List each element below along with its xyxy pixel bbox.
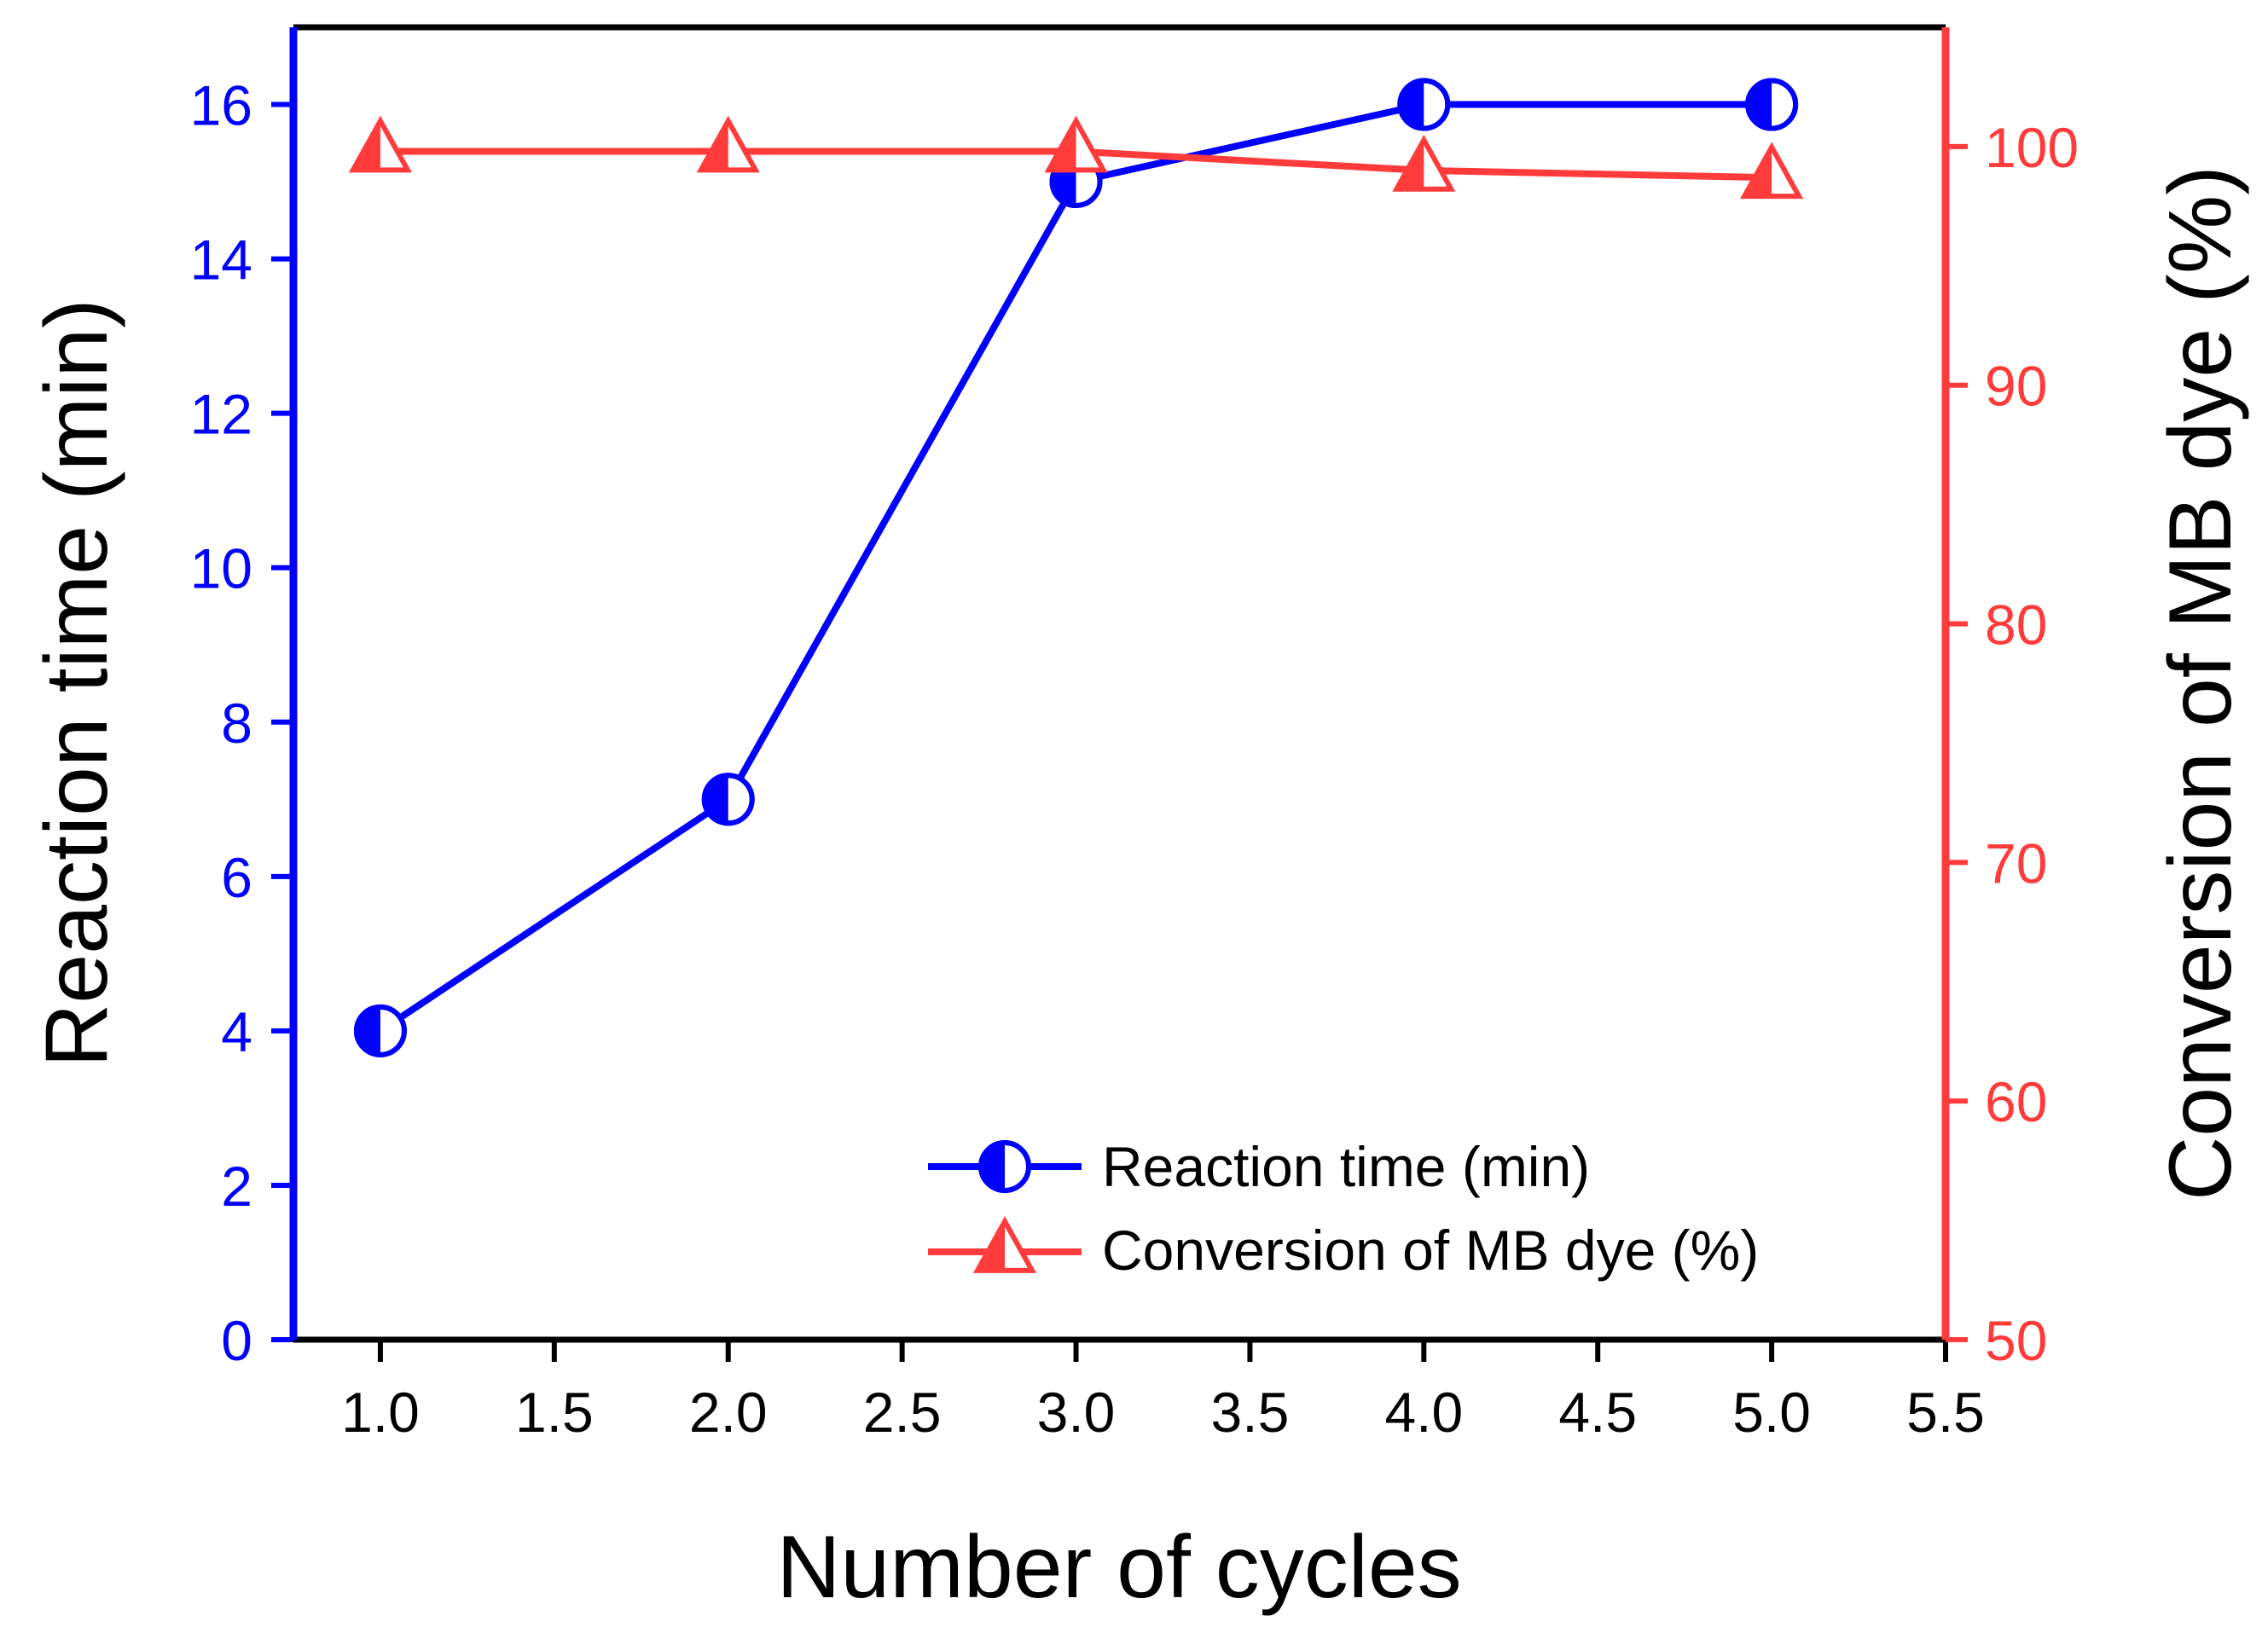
x-tick-label: 2.5 (863, 1381, 942, 1444)
left-y-tick-label: 6 (221, 846, 252, 909)
x-tick-label: 5.5 (1906, 1381, 1985, 1444)
x-tick-label: 1.5 (515, 1381, 594, 1444)
x-axis-ticks: 1.0 1.5 2.0 2.5 3.0 3.5 4.0 4.5 5.0 5.5 (341, 1340, 1985, 1444)
x-axis-title: Number of cycles (776, 1518, 1461, 1617)
x-tick-label: 3.5 (1211, 1381, 1290, 1444)
right-y-tick-label: 70 (1985, 831, 2047, 895)
left-y-axis-ticks: 0 2 4 6 8 10 12 14 16 (190, 74, 293, 1372)
right-y-tick-label: 50 (1985, 1309, 2047, 1372)
right-y-tick-label: 90 (1985, 355, 2047, 418)
legend-symbol-reaction-time (928, 1140, 1082, 1193)
data-point-marker (1044, 115, 1108, 173)
right-y-tick-label: 60 (1985, 1070, 2047, 1133)
left-y-tick-label: 10 (190, 537, 252, 600)
right-y-axis-title: Conversion of MB dye (%) (2151, 165, 2250, 1201)
legend-marker (978, 1140, 1031, 1193)
left-y-tick-label: 16 (190, 74, 252, 137)
data-point-marker (348, 115, 413, 173)
series-layer (348, 78, 1804, 1057)
x-tick-label: 5.0 (1732, 1381, 1811, 1444)
data-point-marker (1745, 78, 1799, 131)
left-y-tick-label: 8 (221, 692, 252, 755)
legend-symbol-conversion (928, 1216, 1082, 1273)
data-point-marker (1392, 135, 1456, 192)
legend-label-conversion: Conversion of MB dye (%) (1102, 1219, 1759, 1282)
data-point-marker (1397, 78, 1451, 131)
legend-marker (972, 1216, 1037, 1273)
x-tick-label: 3.0 (1037, 1381, 1116, 1444)
series-line (378, 101, 1772, 1034)
right-y-tick-label: 80 (1985, 594, 2047, 657)
data-point-marker (701, 773, 755, 826)
series-conversion (348, 115, 1804, 200)
data-point-marker (696, 115, 760, 173)
legend-label-reaction-time: Reaction time (min) (1102, 1135, 1590, 1198)
left-y-tick-label: 0 (221, 1309, 252, 1372)
left-y-tick-label: 2 (221, 1155, 252, 1218)
left-y-axis-title: Reaction time (min) (27, 298, 126, 1068)
data-point-marker (1740, 142, 1804, 200)
left-y-tick-label: 4 (221, 1000, 252, 1063)
series-reaction-time (353, 78, 1799, 1057)
left-y-tick-label: 14 (190, 229, 252, 292)
x-tick-label: 2.0 (689, 1381, 768, 1444)
x-tick-label: 1.0 (341, 1381, 420, 1444)
left-y-tick-label: 12 (190, 383, 252, 446)
plot-frame (289, 24, 1950, 1343)
right-y-axis-ticks: 50 60 70 80 90 100 (1946, 116, 2079, 1372)
right-y-tick-label: 100 (1985, 116, 2079, 179)
x-tick-label: 4.0 (1384, 1381, 1463, 1444)
data-point-marker (353, 1004, 407, 1057)
legend: Reaction time (min) Conversion of MB dye… (928, 1135, 1759, 1282)
x-tick-label: 4.5 (1558, 1381, 1637, 1444)
